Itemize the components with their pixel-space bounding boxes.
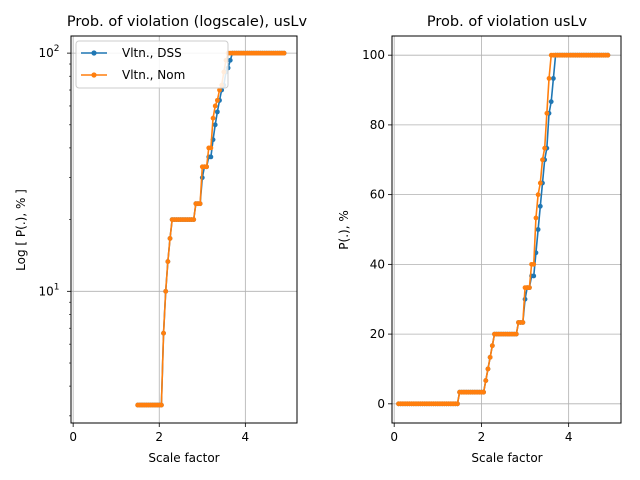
data-point-nom <box>159 402 164 408</box>
data-point-nom <box>165 259 171 264</box>
series-line-dss <box>137 52 285 406</box>
data-point-nom <box>542 145 548 151</box>
left-x-ticks: 0 2 4 <box>69 423 249 444</box>
right-x-axis-label: Scale factor <box>471 451 542 465</box>
data-point-nom <box>531 261 537 267</box>
data-point-nom <box>533 215 539 221</box>
y-tick-label: 20 <box>370 327 385 341</box>
data-point-dss <box>535 227 541 232</box>
data-point-nom <box>191 217 197 223</box>
data-point-nom <box>455 401 460 407</box>
left-grid <box>71 36 297 423</box>
y-tick-label: 80 <box>370 118 385 132</box>
legend: Vltn., DSS Vltn., Nom <box>75 40 229 89</box>
x-tick-label: 0 <box>390 430 398 444</box>
data-point-nom <box>214 97 220 103</box>
data-point-nom <box>212 103 218 109</box>
y-tick-label: 102 <box>38 44 59 60</box>
series-line-dss <box>398 54 608 405</box>
y-tick-label: 101 <box>38 282 59 298</box>
subplot-right: Prob. of violation usLv 0 2 4 0 20 40 60 80 100… <box>337 14 622 465</box>
data-point-dss <box>531 273 537 279</box>
right-y-axis-label: P(.), % <box>337 210 351 249</box>
legend-label-nom: Vltn., Nom <box>122 68 185 82</box>
data-point-nom <box>204 164 210 170</box>
left-axes-frame <box>70 35 298 424</box>
x-tick-label: 2 <box>155 430 163 444</box>
series-line-nom <box>398 54 608 405</box>
data-point-nom <box>520 320 526 325</box>
right-plot-area <box>396 52 611 407</box>
legend-label-dss: Vltn., DSS <box>122 46 182 60</box>
x-tick-label: 2 <box>478 430 486 444</box>
right-grid <box>392 36 621 423</box>
right-x-ticks: 0 2 4 <box>390 423 572 444</box>
data-point-nom <box>544 110 550 116</box>
data-point-dss <box>550 76 556 81</box>
data-point-nom <box>540 157 545 163</box>
data-point-dss <box>227 57 233 63</box>
data-point-dss <box>537 203 543 209</box>
series-line-nom <box>137 52 285 406</box>
data-point-nom <box>281 50 287 56</box>
legend-frame <box>75 40 229 89</box>
data-point-dss <box>548 99 554 105</box>
data-point-nom <box>513 331 519 337</box>
data-point-nom <box>485 366 491 372</box>
data-point-dss <box>214 109 220 115</box>
data-point-nom <box>487 354 493 360</box>
data-point-nom <box>210 115 216 121</box>
y-tick-label: 0 <box>377 397 385 411</box>
data-point-dss <box>212 122 218 128</box>
left-y-axis-label: Log [ P(.), % ] <box>14 189 28 271</box>
data-point-nom <box>197 201 203 207</box>
right-chart-title: Prob. of violation usLv <box>427 14 588 30</box>
data-point-nom <box>605 52 611 58</box>
data-point-nom <box>527 285 532 291</box>
legend-marker-dss <box>91 50 97 56</box>
data-point-nom <box>163 288 169 294</box>
y-tick-label: 60 <box>370 188 385 202</box>
data-point-nom <box>546 76 552 81</box>
data-point-nom <box>161 330 166 336</box>
data-point-dss <box>208 154 214 160</box>
left-x-axis-label: Scale factor <box>148 451 219 465</box>
x-tick-label: 4 <box>565 430 573 444</box>
legend-marker-nom <box>91 72 97 78</box>
left-chart-title: Prob. of violation (logscale), usLv <box>67 14 308 30</box>
data-point-nom <box>535 192 541 198</box>
data-point-nom <box>167 236 173 241</box>
left-y-ticks: 101 102 <box>38 44 71 417</box>
data-point-nom <box>489 343 495 349</box>
data-point-nom <box>208 145 214 151</box>
y-tick-label: 100 <box>362 48 385 62</box>
x-tick-label: 0 <box>69 430 77 444</box>
right-axes-frame <box>391 35 622 424</box>
data-point-nom <box>217 87 222 93</box>
right-y-ticks: 0 20 40 60 80 100 <box>362 48 392 411</box>
y-tick-label: 40 <box>370 257 385 271</box>
data-point-nom <box>481 389 486 395</box>
x-tick-label: 4 <box>242 430 250 444</box>
data-point-nom <box>537 180 543 186</box>
data-point-nom <box>483 378 489 383</box>
left-plot-area <box>135 50 287 408</box>
